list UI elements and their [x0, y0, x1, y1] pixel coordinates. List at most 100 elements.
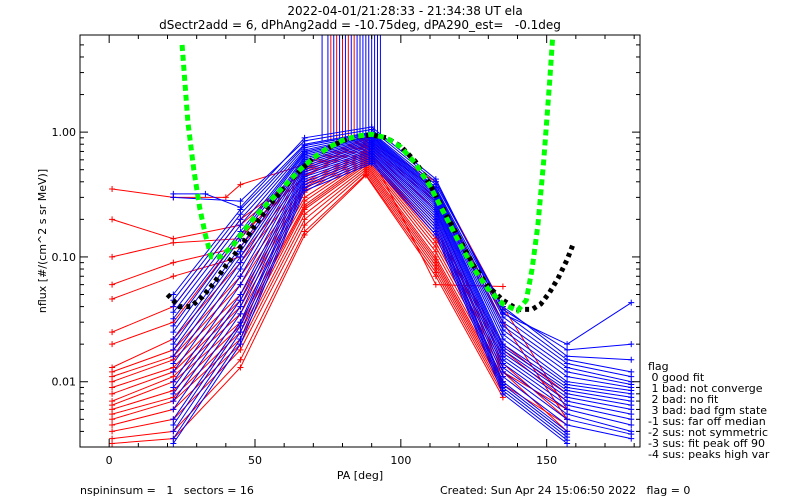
series-1-line-1-point-6	[564, 346, 571, 353]
series-1-line-24-point-4	[432, 231, 439, 238]
series-1-line-11-point-0	[170, 346, 177, 353]
series-1-line-24-point-5	[499, 390, 506, 397]
series-1-line-13-point-0	[170, 360, 177, 367]
series-1-line-0-point-8	[628, 299, 635, 306]
series-1-line-21-point-0	[170, 422, 177, 429]
plot-frame	[79, 34, 641, 448]
y-tick-label-1: 0.10	[52, 251, 77, 264]
series-1-line-11	[172, 142, 632, 402]
series-1-line-14-point-0	[170, 368, 177, 375]
series-1-line-22-point-1	[237, 329, 244, 336]
series-1-line-9-point-0	[170, 336, 177, 343]
series-1-line-18	[172, 152, 632, 435]
vertical-line-group	[321, 35, 381, 141]
series-0-line-1-point-0	[109, 216, 116, 223]
legend-entry-5: -2 sus: not symmetric	[648, 426, 768, 439]
series-0-line-0-point-3	[237, 181, 244, 188]
legend-entry-4: -1 sus: far off median	[648, 415, 766, 428]
series-1-line-19-point-1	[237, 310, 244, 317]
series-1-line-7-point-6	[564, 373, 571, 380]
series-0-line-10-point-0	[109, 378, 116, 385]
series-1-line-14-point-7	[628, 411, 635, 418]
series-1-line-4-point-1	[237, 216, 244, 223]
legend-entry-7: -4 sus: peaks high var	[648, 448, 770, 461]
series-0-line-6-point-0	[109, 341, 116, 348]
series-1-line-17-point-0	[170, 390, 177, 397]
series-1	[170, 123, 635, 447]
series-1-line-2	[172, 131, 632, 361]
series-1-line-16-point-0	[170, 384, 177, 391]
series-1-line-13-point-1	[237, 266, 244, 273]
series-0-line-2-point-1	[170, 239, 177, 246]
series-1-line-24-point-1	[237, 341, 244, 348]
legend-entry-3: 3 bad: bad fgm state	[648, 404, 767, 417]
series-1-line-16	[172, 149, 632, 426]
series-1-line-21-point-1	[237, 322, 244, 329]
x-tick-label-3: 150	[536, 454, 557, 467]
series-0-line-9-point-0	[109, 373, 116, 380]
x-axis-label: PA [deg]	[337, 469, 383, 482]
series-1-line-15-point-0	[170, 378, 177, 385]
series-1-line-18-point-6	[564, 416, 571, 423]
series-1-line-1	[173, 128, 632, 351]
series-0-line-4-point-6	[499, 283, 506, 290]
series-1-line-14-point-1	[237, 273, 244, 280]
series-0-line-5-point-0	[109, 329, 116, 336]
axis-ticks: 0 50 100 150 0.01 0.10 1.00	[52, 34, 640, 467]
series-1-line-2-point-0	[170, 291, 177, 298]
series-1-line-1-point-1	[237, 198, 244, 205]
series-1-line-8	[172, 138, 632, 391]
series-0-line-11-point-0	[109, 384, 116, 391]
series-0-line-21-point-5	[432, 273, 439, 280]
series-1-line-15-point-7	[628, 416, 635, 423]
series-0-line-0-point-2	[222, 194, 229, 201]
series-0-line-17-point-3	[301, 211, 308, 218]
series-0-line-18-point-0	[109, 422, 116, 429]
series-1-line-20-point-0	[170, 416, 177, 423]
series-0-line-21-point-0	[109, 440, 116, 447]
series-0-line-21-point-3	[301, 231, 308, 238]
series-0-line-21-point-2	[237, 364, 244, 371]
series-0-line-19-point-0	[109, 428, 116, 435]
series-1-line-1-point-7	[628, 341, 635, 348]
series-0-line-4-point-5	[432, 281, 439, 288]
series-1-line-24-point-6	[564, 440, 571, 447]
series-1-line-3-point-1	[237, 211, 244, 218]
series-0-line-20-point-2	[237, 356, 244, 363]
series-1-line-11-point-1	[237, 253, 244, 260]
footer-right: Created: Sun Apr 24 15:06:50 2022 flag =…	[440, 484, 690, 497]
series-1-line-8-point-0	[170, 329, 177, 336]
series-1-line-1-point-0	[170, 194, 177, 201]
legend-title: flag	[648, 360, 669, 373]
legend: flag 0 good fit 1 bad: not converge 2 ba…	[648, 360, 770, 461]
series-1-line-19-point-6	[564, 422, 571, 429]
series-1-line-4-point-5	[499, 314, 506, 321]
data-series-group	[109, 123, 635, 447]
series-1-line-2-point-7	[628, 356, 635, 363]
series-1-line-9	[172, 139, 632, 395]
series-0-line-12	[111, 157, 568, 420]
series-1-line-10	[172, 141, 632, 398]
series-1-line-17-point-6	[564, 411, 571, 418]
series-0-line-18-point-3	[301, 216, 308, 223]
y-tick-label-0: 0.01	[52, 376, 77, 389]
series-1-line-5-point-1	[237, 222, 244, 229]
x-tick-label-2: 100	[390, 454, 411, 467]
series-0-line-4-point-1	[170, 273, 177, 280]
series-1-line-22-point-0	[170, 428, 177, 435]
series-1-line-12	[172, 143, 632, 406]
series-0	[109, 134, 571, 447]
series-1-line-19-point-7	[628, 435, 635, 442]
series-1-line-19-point-0	[170, 406, 177, 413]
series-1-line-18-point-1	[237, 303, 244, 310]
series-0-line-3-point-1	[170, 259, 177, 266]
series-1-line-15-point-1	[237, 281, 244, 288]
series-0-line-14-point-5	[432, 248, 439, 255]
series-0-line-0	[112, 137, 366, 198]
series-1-line-0-point-1	[202, 190, 209, 197]
series-0-line-17-point-0	[109, 416, 116, 423]
series-0-line-19-point-3	[301, 222, 308, 229]
legend-entry-0: 0 good fit	[648, 371, 705, 384]
chart-title: 2022-04-01/21:28:33 - 21:34:38 UT ela	[287, 4, 522, 18]
